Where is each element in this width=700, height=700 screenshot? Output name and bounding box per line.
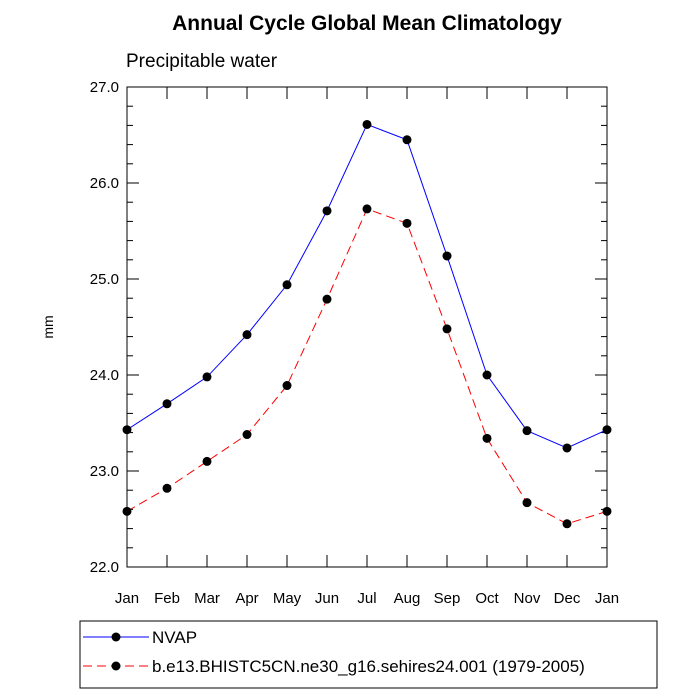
data-point [482, 370, 492, 380]
data-point [562, 443, 572, 453]
legend-label-2: b.e13.BHISTC5CN.ne30_g16.sehires24.001 (… [152, 657, 585, 676]
data-point [362, 119, 372, 129]
data-point [602, 506, 612, 516]
data-point [562, 519, 572, 529]
data-point [242, 430, 252, 440]
x-tick-label: Nov [514, 590, 541, 607]
x-tick-label: Sep [434, 590, 461, 607]
y-tick-label: 25.0 [90, 271, 119, 288]
data-point [282, 280, 292, 290]
series-line-2 [126, 208, 608, 525]
legend-label-1: NVAP [152, 628, 197, 647]
data-point [602, 425, 612, 435]
data-point [322, 206, 332, 216]
data-point [482, 433, 492, 443]
legend-marker [111, 632, 121, 642]
y-tick-label: 22.0 [90, 559, 119, 576]
series-line-1 [126, 123, 608, 449]
x-tick-label: Dec [554, 590, 581, 607]
y-tick-label: 26.0 [90, 175, 119, 192]
data-point [402, 218, 412, 228]
data-point [122, 425, 132, 435]
data-point [522, 498, 532, 508]
y-tick-label: 27.0 [90, 79, 119, 96]
legend: NVAP b.e13.BHISTC5CN.ne30_g16.sehires24.0… [83, 628, 585, 676]
x-tick-label: Jul [357, 590, 376, 607]
y-tick-label: 23.0 [90, 463, 119, 480]
series-layer [122, 119, 612, 529]
x-tick-label: Mar [194, 590, 220, 607]
plot-frame [126, 86, 608, 568]
legend-marker [111, 661, 121, 671]
x-tick-label: Feb [154, 590, 180, 607]
data-point [362, 204, 372, 214]
data-point [522, 426, 532, 436]
data-point [282, 381, 292, 391]
data-point [442, 251, 452, 261]
chart-title: Annual Cycle Global Mean Climatology [172, 12, 562, 35]
x-tick-label: Apr [235, 590, 258, 607]
legend-box [79, 620, 658, 689]
x-tick-label: Jan [595, 590, 619, 607]
chart-subtitle: Precipitable water [126, 51, 278, 72]
data-point [242, 330, 252, 340]
x-tick-label: Jan [115, 590, 139, 607]
x-tick-label: Jun [315, 590, 339, 607]
y-axis-label: mm [40, 315, 56, 338]
data-point [162, 399, 172, 409]
data-point [202, 456, 212, 466]
data-point [402, 135, 412, 145]
x-tick-label: Oct [475, 590, 499, 607]
x-tick-label: May [273, 590, 302, 607]
data-point [322, 294, 332, 304]
y-axis: 22.0 23.0 24.0 25.0 26.0 27.0 [90, 79, 607, 576]
y-tick-label: 24.0 [90, 367, 119, 384]
data-point [122, 506, 132, 516]
x-axis: Jan Feb Mar Apr May Jun Jul Aug Sep Oct Nov Dec Jan [115, 87, 619, 607]
data-point [162, 483, 172, 493]
x-tick-label: Aug [394, 590, 421, 607]
data-point [202, 372, 212, 382]
data-point [442, 324, 452, 334]
